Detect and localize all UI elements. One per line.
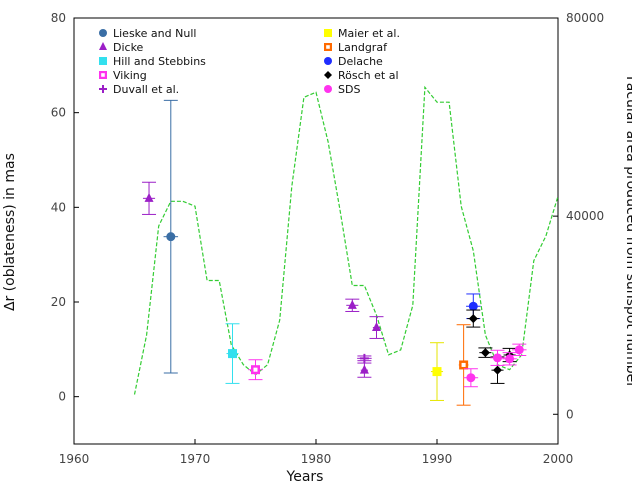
x-tick-label: 1990	[422, 452, 453, 466]
data-point	[369, 316, 384, 339]
series-duvall-et-al-	[357, 353, 372, 363]
legend-item: SDS	[324, 83, 360, 96]
data-marker	[166, 232, 176, 242]
legend-label: Rösch et al	[338, 69, 399, 82]
x-tick-label: 2000	[543, 452, 574, 466]
data-point	[512, 343, 527, 356]
data-marker	[99, 42, 107, 50]
legend-item: Landgraf	[324, 41, 388, 54]
data-marker	[144, 192, 154, 202]
data-point	[430, 342, 444, 401]
data-point	[142, 181, 157, 215]
legend-label: Viking	[113, 69, 147, 82]
data-marker	[432, 367, 442, 377]
marker-inner	[101, 73, 105, 77]
y2-tick-label: 0	[566, 407, 574, 421]
y-axis-right: 0 40000 80000	[553, 11, 604, 421]
data-marker	[99, 85, 107, 93]
legend-label: Lieske and Null	[113, 27, 196, 40]
y2-axis-title: Facular area produced from sunspot numbe…	[623, 76, 632, 388]
data-point	[357, 353, 372, 363]
data-marker	[468, 301, 478, 311]
data-marker	[324, 71, 332, 79]
legend-label: Dicke	[113, 41, 144, 54]
legend-label: Duvall et al.	[113, 83, 179, 96]
data-point	[502, 352, 517, 366]
series-maier-et-al-	[430, 342, 444, 401]
legend-item: Maier et al.	[324, 27, 400, 40]
data-marker	[466, 373, 476, 383]
legend-label: Landgraf	[338, 41, 388, 54]
legend-label: SDS	[338, 83, 360, 96]
data-marker	[514, 345, 524, 355]
data-marker	[324, 57, 332, 65]
x-tick-label: 1980	[301, 452, 332, 466]
y2-tick-label: 40000	[566, 209, 604, 223]
data-marker	[493, 353, 502, 363]
data-point	[163, 99, 179, 374]
marker-inner	[253, 367, 258, 372]
series-sds	[463, 343, 527, 388]
data-point	[466, 309, 481, 328]
data-marker	[493, 365, 502, 375]
y-axis-left: 0 20 40 60 80	[51, 11, 79, 404]
data-marker	[347, 299, 357, 309]
data-point	[345, 298, 360, 312]
series-r-sch-et-al	[466, 309, 517, 384]
series-viking	[248, 359, 263, 381]
data-marker	[468, 314, 478, 324]
legend-item: Duvall et al.	[99, 83, 179, 96]
legend-item: Dicke	[99, 41, 144, 54]
legend-item: Hill and Stebbins	[99, 55, 206, 68]
data-marker	[359, 364, 369, 374]
y-axis-title: ∆r (oblateness) in mas	[2, 153, 18, 312]
marker-inner	[326, 45, 330, 49]
x-tick-label: 1960	[59, 452, 90, 466]
data-marker	[99, 29, 107, 37]
y-tick-label: 20	[51, 295, 66, 309]
y-tick-label: 60	[51, 106, 66, 120]
data-marker	[480, 348, 490, 358]
legend-label: Maier et al.	[338, 27, 400, 40]
data-marker	[324, 85, 332, 93]
legend-item: Lieske and Null	[99, 27, 196, 40]
legend-label: Delache	[338, 55, 383, 68]
series-landgraf	[456, 324, 471, 406]
legend-item: Rösch et al	[324, 69, 399, 82]
series-dicke	[142, 181, 384, 378]
data-point	[456, 324, 471, 406]
facular-area-curve	[133, 85, 559, 395]
series-hill-and-stebbins	[225, 323, 240, 384]
data-marker	[359, 353, 369, 363]
x-axis-title: Years	[286, 469, 324, 485]
x-axis: 1960 1970 1980 1990 2000	[59, 439, 574, 466]
y-tick-label: 0	[58, 390, 66, 404]
data-marker	[324, 29, 332, 37]
data-point	[490, 349, 505, 366]
legend-item: Viking	[99, 69, 147, 82]
data-marker	[228, 349, 238, 359]
data-point	[225, 323, 240, 384]
data-point	[248, 359, 263, 381]
y2-tick-label: 80000	[566, 11, 604, 25]
y-tick-label: 40	[51, 200, 66, 214]
data-point	[463, 368, 479, 388]
y-tick-label: 80	[51, 11, 66, 25]
x-tick-label: 1970	[180, 452, 211, 466]
data-marker	[99, 57, 107, 65]
data-point	[357, 362, 372, 378]
legend-item: Delache	[324, 55, 383, 68]
data-point	[478, 347, 493, 358]
marker-inner	[461, 362, 466, 367]
data-marker	[372, 322, 381, 332]
facular-area-line	[133, 85, 559, 395]
series-lieske-and-null	[163, 99, 179, 374]
data-marker	[505, 354, 515, 364]
legend-label: Hill and Stebbins	[113, 55, 206, 68]
data-points	[142, 99, 527, 406]
